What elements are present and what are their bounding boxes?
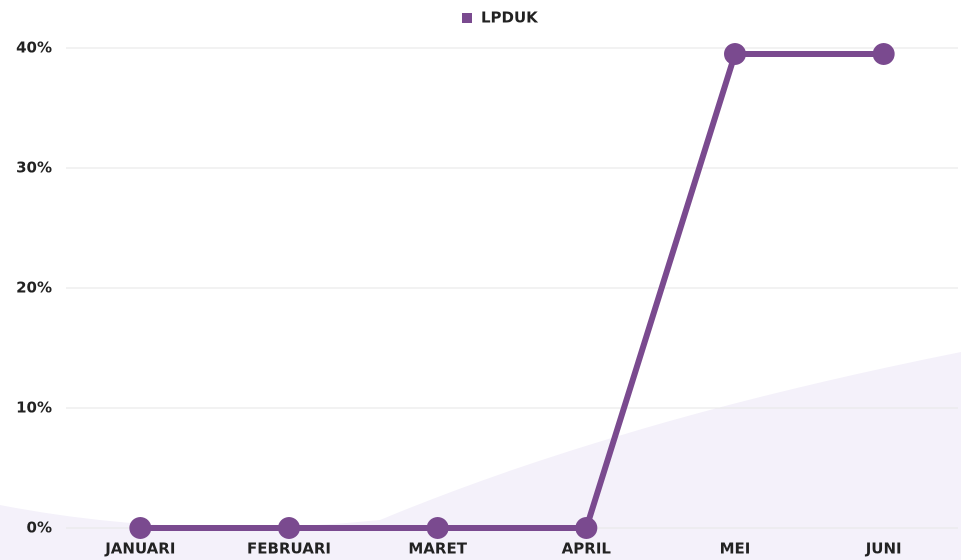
data-point [129, 517, 152, 539]
background-decoration [0, 352, 961, 560]
x-tick-label: JANUARI [104, 540, 175, 558]
data-point [575, 517, 598, 539]
y-tick-label: 0% [27, 519, 52, 537]
legend-swatch [462, 13, 472, 23]
x-tick-label: MARET [408, 540, 467, 558]
legend-label: LPDUK [481, 9, 539, 27]
data-point [872, 43, 895, 65]
y-tick-label: 40% [16, 39, 52, 57]
y-tick-label: 10% [16, 399, 52, 417]
data-point [278, 517, 300, 539]
x-tick-label: MEI [720, 540, 751, 558]
data-line [140, 51, 884, 531]
x-tick-label: JUNI [865, 540, 902, 558]
x-tick-label: FEBRUARI [247, 540, 331, 558]
y-tick-label: 30% [16, 159, 52, 177]
x-tick-label: APRIL [562, 540, 612, 558]
y-tick-label: 20% [16, 279, 52, 297]
data-point [724, 43, 746, 65]
data-point [426, 517, 449, 539]
